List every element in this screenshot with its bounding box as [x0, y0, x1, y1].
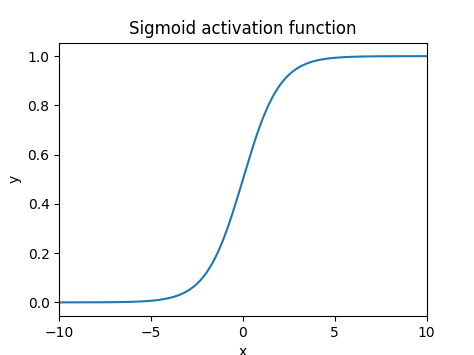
Title: Sigmoid activation function: Sigmoid activation function	[129, 20, 356, 38]
X-axis label: x: x	[239, 345, 247, 355]
Y-axis label: y: y	[8, 175, 22, 184]
